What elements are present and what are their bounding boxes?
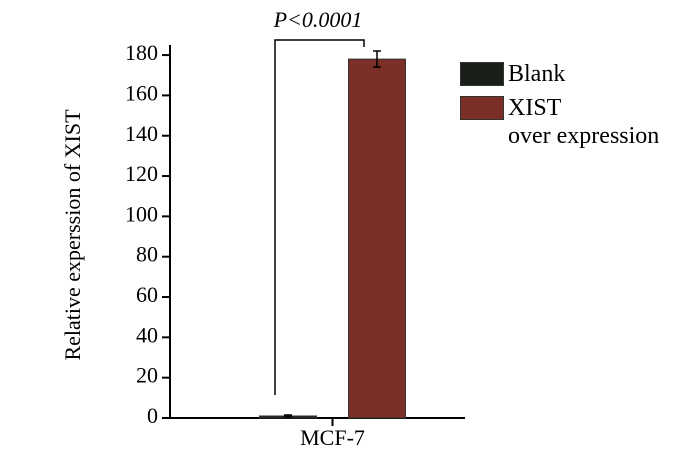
legend: Blank XIST over expression: [460, 60, 659, 156]
x-tick-label: MCF-7: [300, 425, 365, 450]
legend-item: XIST over expression: [460, 94, 659, 150]
legend-item: Blank: [460, 60, 659, 88]
y-tick-label: 120: [125, 161, 158, 186]
error-bar: [284, 414, 292, 418]
bar: [348, 58, 406, 419]
error-bar: [373, 50, 381, 68]
y-tick-label: 0: [147, 403, 158, 428]
y-axis-title: Relative experssion of XIST: [60, 109, 85, 361]
y-tick-label: 180: [125, 40, 158, 65]
significance-label: P<0.0001: [273, 7, 363, 32]
y-tick-label: 80: [136, 242, 158, 267]
y-tick-label: 60: [136, 282, 158, 307]
y-tick-label: 100: [125, 201, 158, 226]
legend-label: XIST over expression: [508, 95, 660, 149]
y-tick-label: 20: [136, 363, 158, 388]
legend-label: Blank: [508, 61, 566, 87]
significance-bracket: [274, 39, 365, 395]
y-tick-label: 160: [125, 80, 158, 105]
legend-swatch: [460, 62, 504, 86]
y-tick-label: 140: [125, 121, 158, 146]
y-tick-label: 40: [136, 322, 158, 347]
legend-swatch: [460, 96, 504, 120]
